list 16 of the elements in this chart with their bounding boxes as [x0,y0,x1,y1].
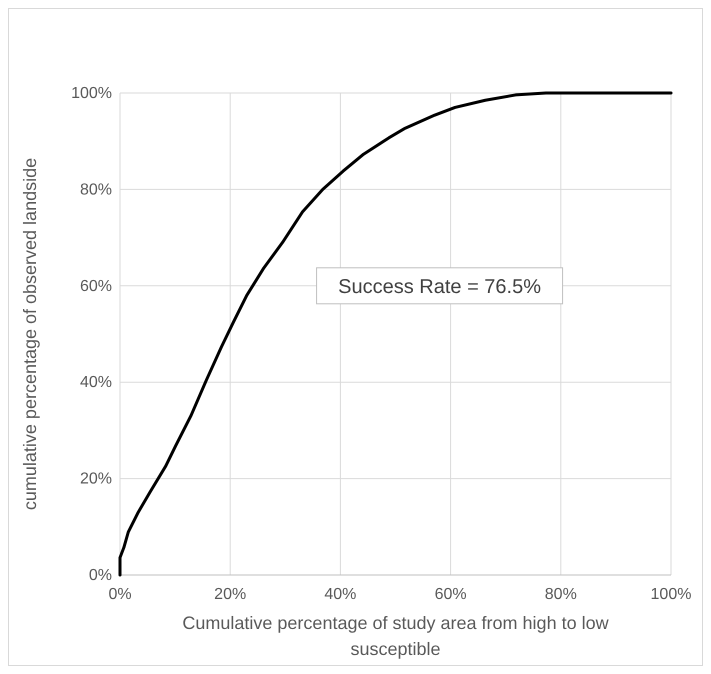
x-tick-label: 20% [214,586,246,603]
line-series [118,92,672,576]
annotation: Success Rate = 76.5% [338,276,542,298]
y-tick-label: 20% [80,470,112,488]
x-tick-label: 100% [650,586,692,603]
x-tick-label: 80% [544,586,577,603]
y-tick-label: 40% [80,374,112,392]
x-tick-label: 60% [434,586,467,603]
x-tick-label: 40% [324,586,356,603]
y-tick-label: 60% [80,278,112,295]
y-tick-label: 100% [71,85,112,102]
y-tick-label: 80% [80,181,112,198]
y-tick-label: 0% [88,567,112,584]
x-axis-title: Cumulative percentage of study area from high to low susceptible [182,613,610,659]
y-axis-title: cumulative percentage of observed landside [20,158,40,510]
x-tick-label: 0% [108,586,132,603]
